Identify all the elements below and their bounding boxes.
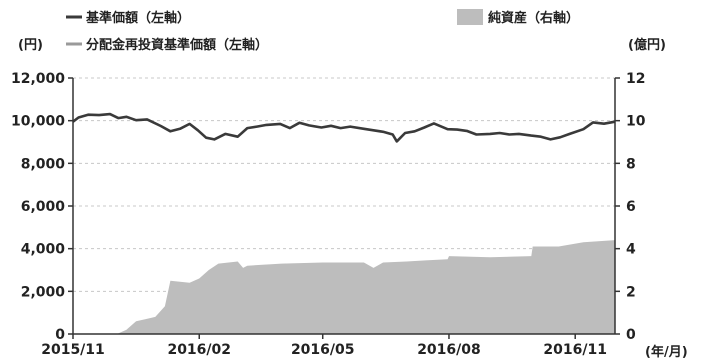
right-tick-label: 12 (626, 71, 645, 87)
x-tick-label: 2016/02 (167, 342, 231, 358)
x-tick-label: 2016/08 (417, 342, 481, 358)
net-assets-area (73, 240, 615, 334)
legend: 基準価額（左軸） 分配金再投資基準価額（左軸） 純資産（右軸） (66, 9, 579, 53)
left-axis-ticks: 0 2,000 4,000 6,000 8,000 10,000 12,000 (11, 71, 73, 343)
legend-swatch-net-assets (457, 9, 483, 25)
left-tick-label: 2,000 (21, 284, 66, 300)
price-lines (72, 112, 616, 143)
right-tick-label: 2 (626, 284, 636, 300)
series-nav-line (72, 112, 616, 143)
x-tick-label: 2015/11 (41, 342, 105, 358)
x-tick-label: 2016/05 (291, 342, 355, 358)
legend-label-reinvested: 分配金再投資基準価額（左軸） (86, 37, 268, 53)
legend-label-nav: 基準価額（左軸） (85, 10, 190, 26)
x-axis-ticks: 2015/11 2016/02 2016/05 2016/08 2016/11 (41, 334, 607, 358)
legend-label-net-assets: 純資産（右軸） (488, 10, 579, 26)
right-axis-unit: (億円) (628, 37, 666, 53)
x-tick-label: 2016/11 (543, 342, 607, 358)
left-tick-label: 0 (55, 327, 65, 343)
x-axis-unit: (年/月) (645, 344, 688, 360)
right-tick-label: 0 (626, 327, 636, 343)
right-tick-label: 6 (626, 199, 636, 215)
left-tick-label: 12,000 (11, 71, 65, 87)
right-tick-label: 8 (626, 156, 636, 172)
right-tick-label: 10 (626, 114, 646, 130)
right-tick-label: 4 (626, 242, 636, 258)
left-tick-label: 8,000 (21, 156, 66, 172)
left-axis-unit: (円) (18, 38, 43, 53)
left-tick-label: 10,000 (11, 114, 65, 130)
left-tick-label: 4,000 (21, 242, 66, 258)
right-axis-ticks: 0 2 4 6 8 10 12 (615, 71, 646, 343)
left-tick-label: 6,000 (21, 199, 66, 215)
series-net-assets-area (73, 240, 615, 334)
